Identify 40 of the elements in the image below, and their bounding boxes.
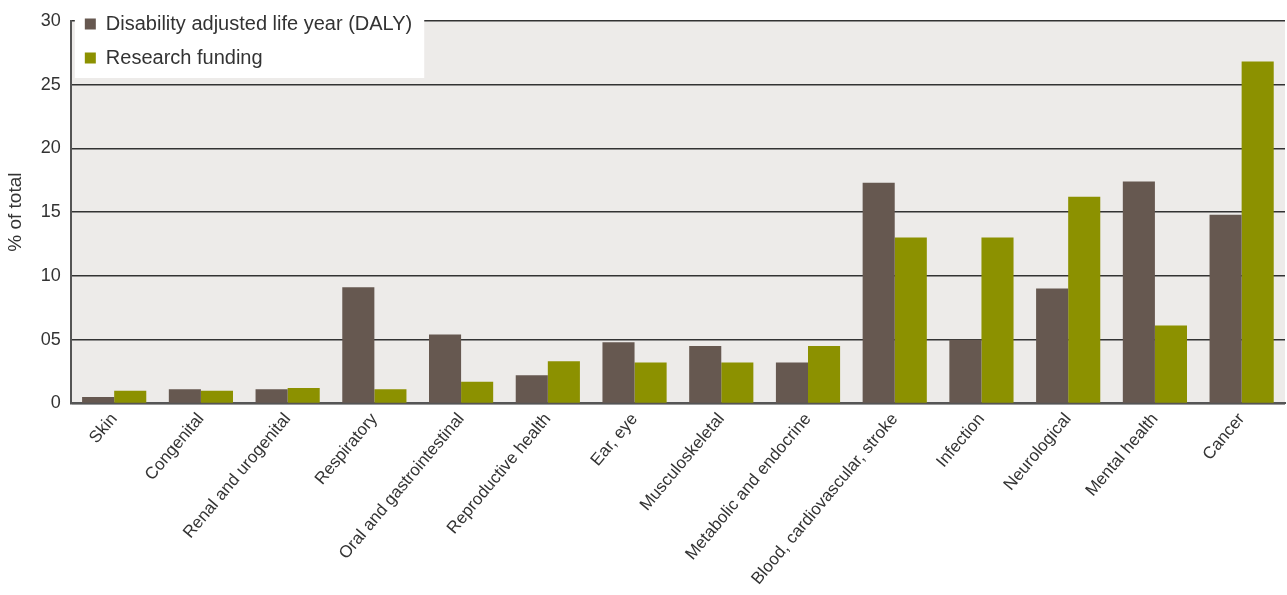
bar [689, 346, 722, 403]
bar [515, 375, 548, 403]
bar [342, 287, 375, 403]
bar [168, 389, 201, 403]
bar [200, 390, 233, 403]
bar [429, 334, 462, 403]
x-tick-label: Ear, eye [586, 409, 642, 470]
legend-label: Disability adjusted life year (DALY) [105, 11, 413, 34]
bar [949, 339, 982, 403]
x-tick-label: Skin [85, 409, 121, 447]
bar [894, 237, 927, 403]
y-axis-title: % of total [3, 172, 25, 252]
bar [1036, 288, 1069, 403]
bar [287, 388, 320, 403]
bar [721, 362, 754, 403]
y-tick-label: 30 [40, 9, 61, 30]
bar [981, 237, 1014, 403]
y-tick-label: 0 [50, 392, 61, 413]
bar [461, 381, 494, 403]
bar [602, 342, 635, 403]
bar [374, 389, 407, 403]
bar [1154, 325, 1187, 403]
y-tick-label: 20 [40, 137, 61, 158]
bar [775, 362, 808, 403]
bar [808, 346, 841, 403]
bar [114, 390, 147, 403]
bar [634, 362, 667, 403]
y-tick-label: 25 [40, 73, 61, 94]
y-tick-label: 05 [40, 328, 61, 349]
legend-label: Research funding [105, 45, 263, 68]
y-tick-label: 10 [40, 264, 61, 285]
bar [547, 361, 580, 403]
bar [1209, 214, 1242, 403]
y-tick-label: 15 [40, 201, 61, 222]
bar [82, 397, 115, 403]
bar [1122, 181, 1155, 403]
bar [255, 389, 288, 403]
bar [1068, 196, 1101, 403]
bar [1241, 61, 1274, 403]
bar [862, 182, 895, 403]
